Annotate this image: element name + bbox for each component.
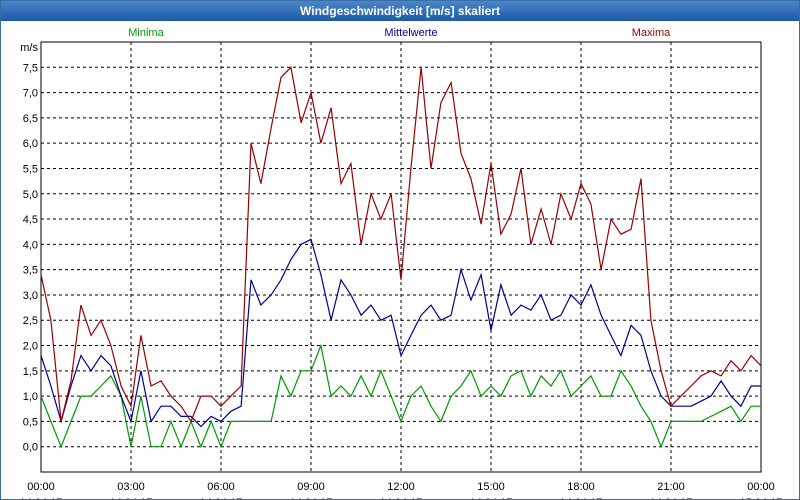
y-tick-label: 7,0 (23, 88, 38, 100)
x-tick-date: 15.04.17 (740, 497, 783, 499)
x-tick-time: 21:00 (657, 481, 685, 493)
y-tick-label: 5,0 (23, 189, 38, 201)
x-tick-time: 03:00 (117, 481, 145, 493)
x-tick-date: 14.04.17 (650, 497, 693, 499)
x-tick-time: 15:00 (477, 481, 505, 493)
y-tick-label: 2,5 (23, 315, 38, 327)
series-line-minima (40, 343, 761, 449)
x-tick-time: 06:00 (207, 481, 235, 493)
x-tick-time: 12:00 (387, 481, 415, 493)
y-tick-label: 3,5 (23, 265, 38, 277)
y-tick-label: 6,5 (23, 113, 38, 125)
x-tick-time: 00:00 (747, 481, 775, 493)
y-axis-label: m/s (20, 42, 38, 54)
window-title: Windgeschwindigkeit [m/s] skaliert (1, 1, 799, 21)
y-tick-label: 0,5 (23, 416, 38, 428)
legend-mittelwerte: Mittelwerte (384, 27, 437, 39)
x-tick-time: 18:00 (567, 481, 595, 493)
x-tick-date: 14.04.17 (560, 497, 603, 499)
x-tick-date: 14.04.17 (200, 497, 243, 499)
y-tick-label: 5,5 (23, 163, 38, 175)
x-tick-time: 09:00 (297, 481, 325, 493)
series-line-maxima (40, 66, 762, 423)
y-tick-label: 4,0 (23, 239, 38, 251)
legend-minima: Minima (128, 27, 164, 39)
y-tick-label: 7,5 (23, 62, 38, 74)
x-tick-date: 14.04.17 (110, 497, 153, 499)
y-tick-label: 2,0 (23, 341, 38, 353)
x-tick-date: 14.04.17 (380, 497, 423, 499)
y-tick-label: 0,0 (23, 442, 38, 454)
line-chart: 0,0 0,5 1,0 1,5 2,0 2,5 3,0 3,5 4,0 4,5 5,0 5,5 6,0 6… (20, 27, 783, 499)
x-tick-time: 00:00 (27, 481, 55, 493)
x-tick-date: 14.04.17 (20, 497, 63, 499)
legend-maxima: Maxima (632, 27, 671, 39)
y-tick-label: 6,0 (23, 138, 38, 150)
y-tick-label: 1,0 (23, 391, 38, 403)
y-tick-label: 4,5 (23, 214, 38, 226)
x-tick-date: 14.04.17 (470, 497, 513, 499)
series-line-mittelwerte (40, 238, 761, 428)
x-tick-date: 14.04.17 (290, 497, 333, 499)
y-tick-label: 1,5 (23, 366, 38, 378)
plot-frame (40, 41, 762, 473)
y-tick-label: 3,0 (23, 290, 38, 302)
